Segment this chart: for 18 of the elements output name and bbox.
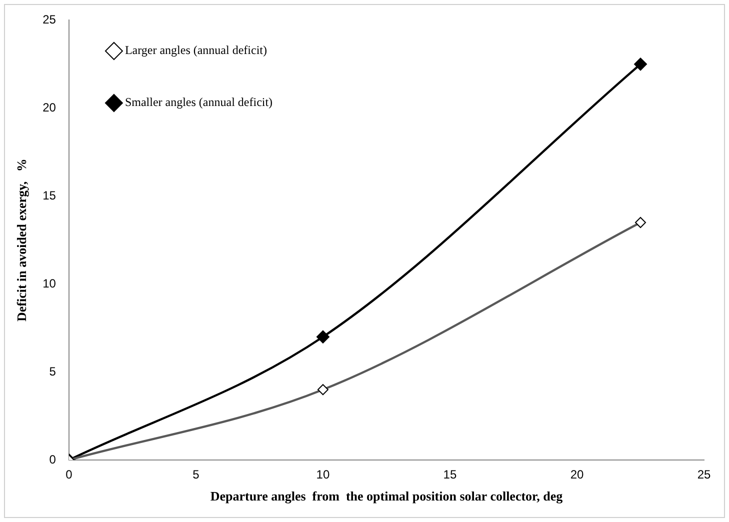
- y-tick-label: 20: [42, 100, 56, 114]
- y-tick-label: 10: [42, 276, 56, 290]
- x-tick-label: 0: [66, 468, 73, 482]
- y-tick-label: 25: [42, 12, 56, 27]
- x-axis-title: Departure angles from the optimal position solar collector, deg: [210, 488, 564, 504]
- x-tick-label: 20: [570, 468, 584, 482]
- legend-label: Smaller angles (annual deficit): [124, 95, 273, 110]
- y-tick-label: 15: [42, 188, 56, 202]
- point: [634, 58, 647, 71]
- x-tick-label: 10: [316, 468, 330, 482]
- x-tick-label: 15: [443, 468, 457, 482]
- x-tick-label: 5: [192, 468, 200, 482]
- y-tick-label: 0: [49, 452, 56, 466]
- legend-label: Larger angles (annual deficit): [124, 43, 267, 58]
- y-axis-title: Deficit in avoided exergy, %: [14, 158, 30, 322]
- point: [316, 330, 330, 344]
- x-tick-label: 25: [697, 468, 711, 482]
- y-tick-label: 5: [49, 364, 56, 378]
